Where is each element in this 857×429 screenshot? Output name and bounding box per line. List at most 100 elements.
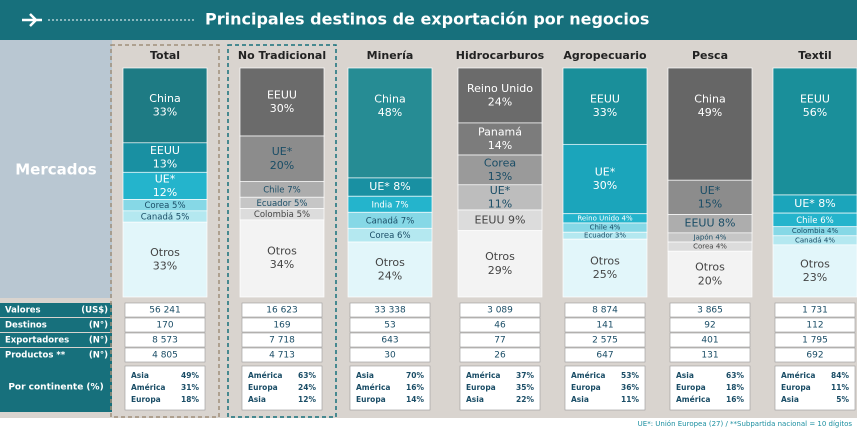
stat-cell [241,332,323,348]
segment-label: Otros 20% [695,261,725,288]
continent-value: 63% [726,371,744,380]
stat-cell [459,332,541,348]
title: Principales destinos de exportación por … [205,10,649,29]
bar-segment [562,143,648,215]
stat-cell [564,302,646,318]
stat-value: 46 [494,321,506,331]
segment-label: Corea 6% [369,231,410,241]
segment-label: Chile 4% [590,224,621,232]
segment-label: China 48% [374,92,405,119]
stat-value: 30 [384,351,396,361]
segment-value: 3% [615,232,626,240]
dashed-frame [227,44,337,418]
bar-segment [347,67,433,179]
continent-value: 5% [836,395,849,404]
segment-value: 4% [716,243,727,251]
continent-value: 37% [516,371,534,380]
segment-name: Otros [485,250,515,263]
stat-value: 647 [596,351,613,361]
segment-value: 23% [803,271,827,284]
segment-value: 7% [401,216,415,226]
segment-name: Chile [263,185,284,195]
segment-label: EEUU 56% [800,92,830,119]
stat-cell [349,317,431,333]
row-header-label: Exportadores [5,336,69,346]
segment-value: 24% [378,270,402,283]
segment-value: 14% [488,139,512,152]
bar-segment [667,67,753,181]
continent-value: 22% [516,395,534,404]
stat-cell [669,332,751,348]
segment-value: 4% [622,214,633,222]
segment-name: Otros [267,244,297,257]
segment-name: UE* [595,165,616,178]
segment-label: China 49% [694,92,725,119]
continent-value: 11% [621,395,639,404]
continent-value: 16% [726,395,744,404]
stat-cell [669,317,751,333]
stat-value: 4 713 [269,351,295,361]
segment-name: UE* [490,184,511,197]
stat-cell [124,347,206,363]
row-header-unit: (N°) [89,351,108,361]
map-area [0,40,112,298]
segment-value: 25% [593,268,617,281]
segment-value: 8% [718,217,735,230]
continent-name: América [466,371,500,380]
stat-value: 112 [806,321,823,331]
header-bar [0,0,857,40]
segment-label: UE* 8% [794,197,835,210]
segment-label: UE* 15% [698,184,722,211]
continent-name: Asia [356,371,374,380]
stat-value: 141 [596,321,613,331]
segment-value: 5% [294,198,308,208]
stat-cell [124,302,206,318]
continent-value: 12% [298,395,316,404]
stat-cell [349,332,431,348]
segment-value: 29% [488,264,512,277]
stat-value: 2 575 [592,336,618,346]
segment-name: UE* [155,172,176,185]
segment-label: Chile 6% [796,215,833,225]
continent-name: Asia [248,395,266,404]
continent-header-box [0,362,112,412]
segment-label: UE* 30% [593,165,617,192]
segment-value: 20% [270,159,294,172]
segment-name: China [374,92,405,105]
segment-label: Colombia 4% [792,227,839,235]
row-header-label: Valores [5,306,41,316]
continent-name: América [571,371,605,380]
continent-cell [241,365,323,411]
segment-label: EEUU 9% [475,213,526,226]
segment-value: 8% [393,180,410,193]
segment-value: 4% [609,224,620,232]
segment-value: 33% [153,106,177,119]
segment-value: 34% [270,258,294,271]
segment-label: Otros 29% [485,250,515,277]
segment-name: UE* [369,180,390,193]
stat-cell [669,347,751,363]
stat-value: 1 795 [802,336,828,346]
segment-value: 5% [172,201,186,211]
continent-name: Europa [781,383,811,392]
column-header: Total [150,49,180,62]
segment-name: Canadá [795,236,822,244]
bar-segment [457,184,543,211]
stat-value: 8 874 [592,306,618,316]
segment-value: 4% [824,236,835,244]
continent-value: 53% [621,371,639,380]
stat-value: 169 [273,321,290,331]
segment-value: 33% [593,106,617,119]
segment-name: UE* [272,145,293,158]
stat-value: 7 718 [269,336,295,346]
continent-name: Asia [676,371,694,380]
segment-label: EEUU 33% [590,92,620,119]
stat-value: 92 [704,321,715,331]
continent-cell [124,365,206,411]
continent-cell [774,365,856,411]
segment-name: Corea [369,231,394,241]
row-header-box [0,318,112,332]
segment-label: Ecuador 5% [257,198,308,208]
segment-name: Otros [150,246,180,259]
continent-name: América [248,371,282,380]
